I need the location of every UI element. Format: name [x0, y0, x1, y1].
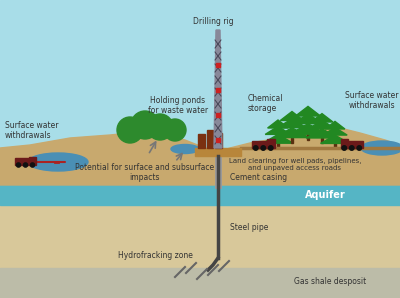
Polygon shape [325, 121, 345, 129]
Circle shape [357, 146, 362, 150]
Text: Land clearing for well pads, pipelines,
and unpaved access roads: Land clearing for well pads, pipelines, … [229, 158, 361, 171]
Bar [340, 139, 348, 148]
Text: Cement casing: Cement casing [230, 173, 287, 182]
Bar [0, 205, 400, 268]
Bar [15, 158, 29, 165]
Polygon shape [293, 114, 323, 124]
Polygon shape [306, 129, 338, 138]
Polygon shape [296, 106, 320, 116]
Bar [0, 0, 400, 185]
Ellipse shape [171, 145, 199, 153]
Polygon shape [268, 120, 288, 128]
Bar [207, 130, 213, 148]
Bar [0, 268, 400, 298]
Polygon shape [278, 119, 306, 128]
Ellipse shape [28, 153, 88, 171]
Polygon shape [0, 132, 218, 185]
Bar [267, 139, 274, 148]
Bar [307, 134, 309, 140]
Polygon shape [290, 124, 326, 134]
Circle shape [147, 114, 173, 140]
Text: Surface water
withdrawals: Surface water withdrawals [5, 121, 58, 140]
Text: Chemical
storage: Chemical storage [248, 94, 284, 113]
Polygon shape [263, 134, 293, 143]
Bar [348, 140, 363, 148]
Polygon shape [280, 111, 304, 120]
Polygon shape [265, 126, 291, 134]
Circle shape [164, 119, 186, 141]
Text: Potential for surface and subsurface
impacts: Potential for surface and subsurface imp… [76, 163, 214, 182]
Polygon shape [308, 120, 336, 129]
Circle shape [268, 146, 273, 150]
Polygon shape [323, 128, 347, 135]
Polygon shape [275, 128, 309, 138]
Bar [252, 140, 267, 148]
Text: Steel pipe: Steel pipe [230, 224, 268, 232]
Polygon shape [218, 128, 400, 185]
Polygon shape [311, 114, 333, 122]
Bar [215, 133, 222, 148]
Text: Hydrofracking zone: Hydrofracking zone [118, 251, 192, 260]
Text: Surface water
withdrawals: Surface water withdrawals [345, 91, 399, 110]
Circle shape [30, 163, 35, 167]
Bar [195, 148, 241, 156]
Polygon shape [320, 135, 350, 143]
Text: Drilling rig: Drilling rig [193, 17, 233, 26]
Text: Gas shale desposit: Gas shale desposit [294, 277, 366, 286]
Circle shape [342, 146, 346, 150]
Circle shape [16, 163, 21, 167]
Text: Aquifer: Aquifer [305, 190, 346, 200]
Bar [277, 143, 279, 148]
Circle shape [254, 146, 258, 150]
Circle shape [261, 146, 266, 150]
Polygon shape [214, 30, 222, 148]
Bar [321, 138, 323, 143]
Bar [334, 143, 336, 148]
Circle shape [350, 146, 354, 150]
Text: Holding ponds
for waste water: Holding ponds for waste water [148, 96, 208, 115]
Bar [198, 134, 205, 148]
Circle shape [131, 111, 159, 139]
Bar [291, 138, 293, 143]
Bar [29, 157, 36, 165]
Bar [0, 185, 400, 205]
Circle shape [23, 163, 28, 167]
Ellipse shape [361, 141, 400, 155]
Circle shape [117, 117, 143, 143]
